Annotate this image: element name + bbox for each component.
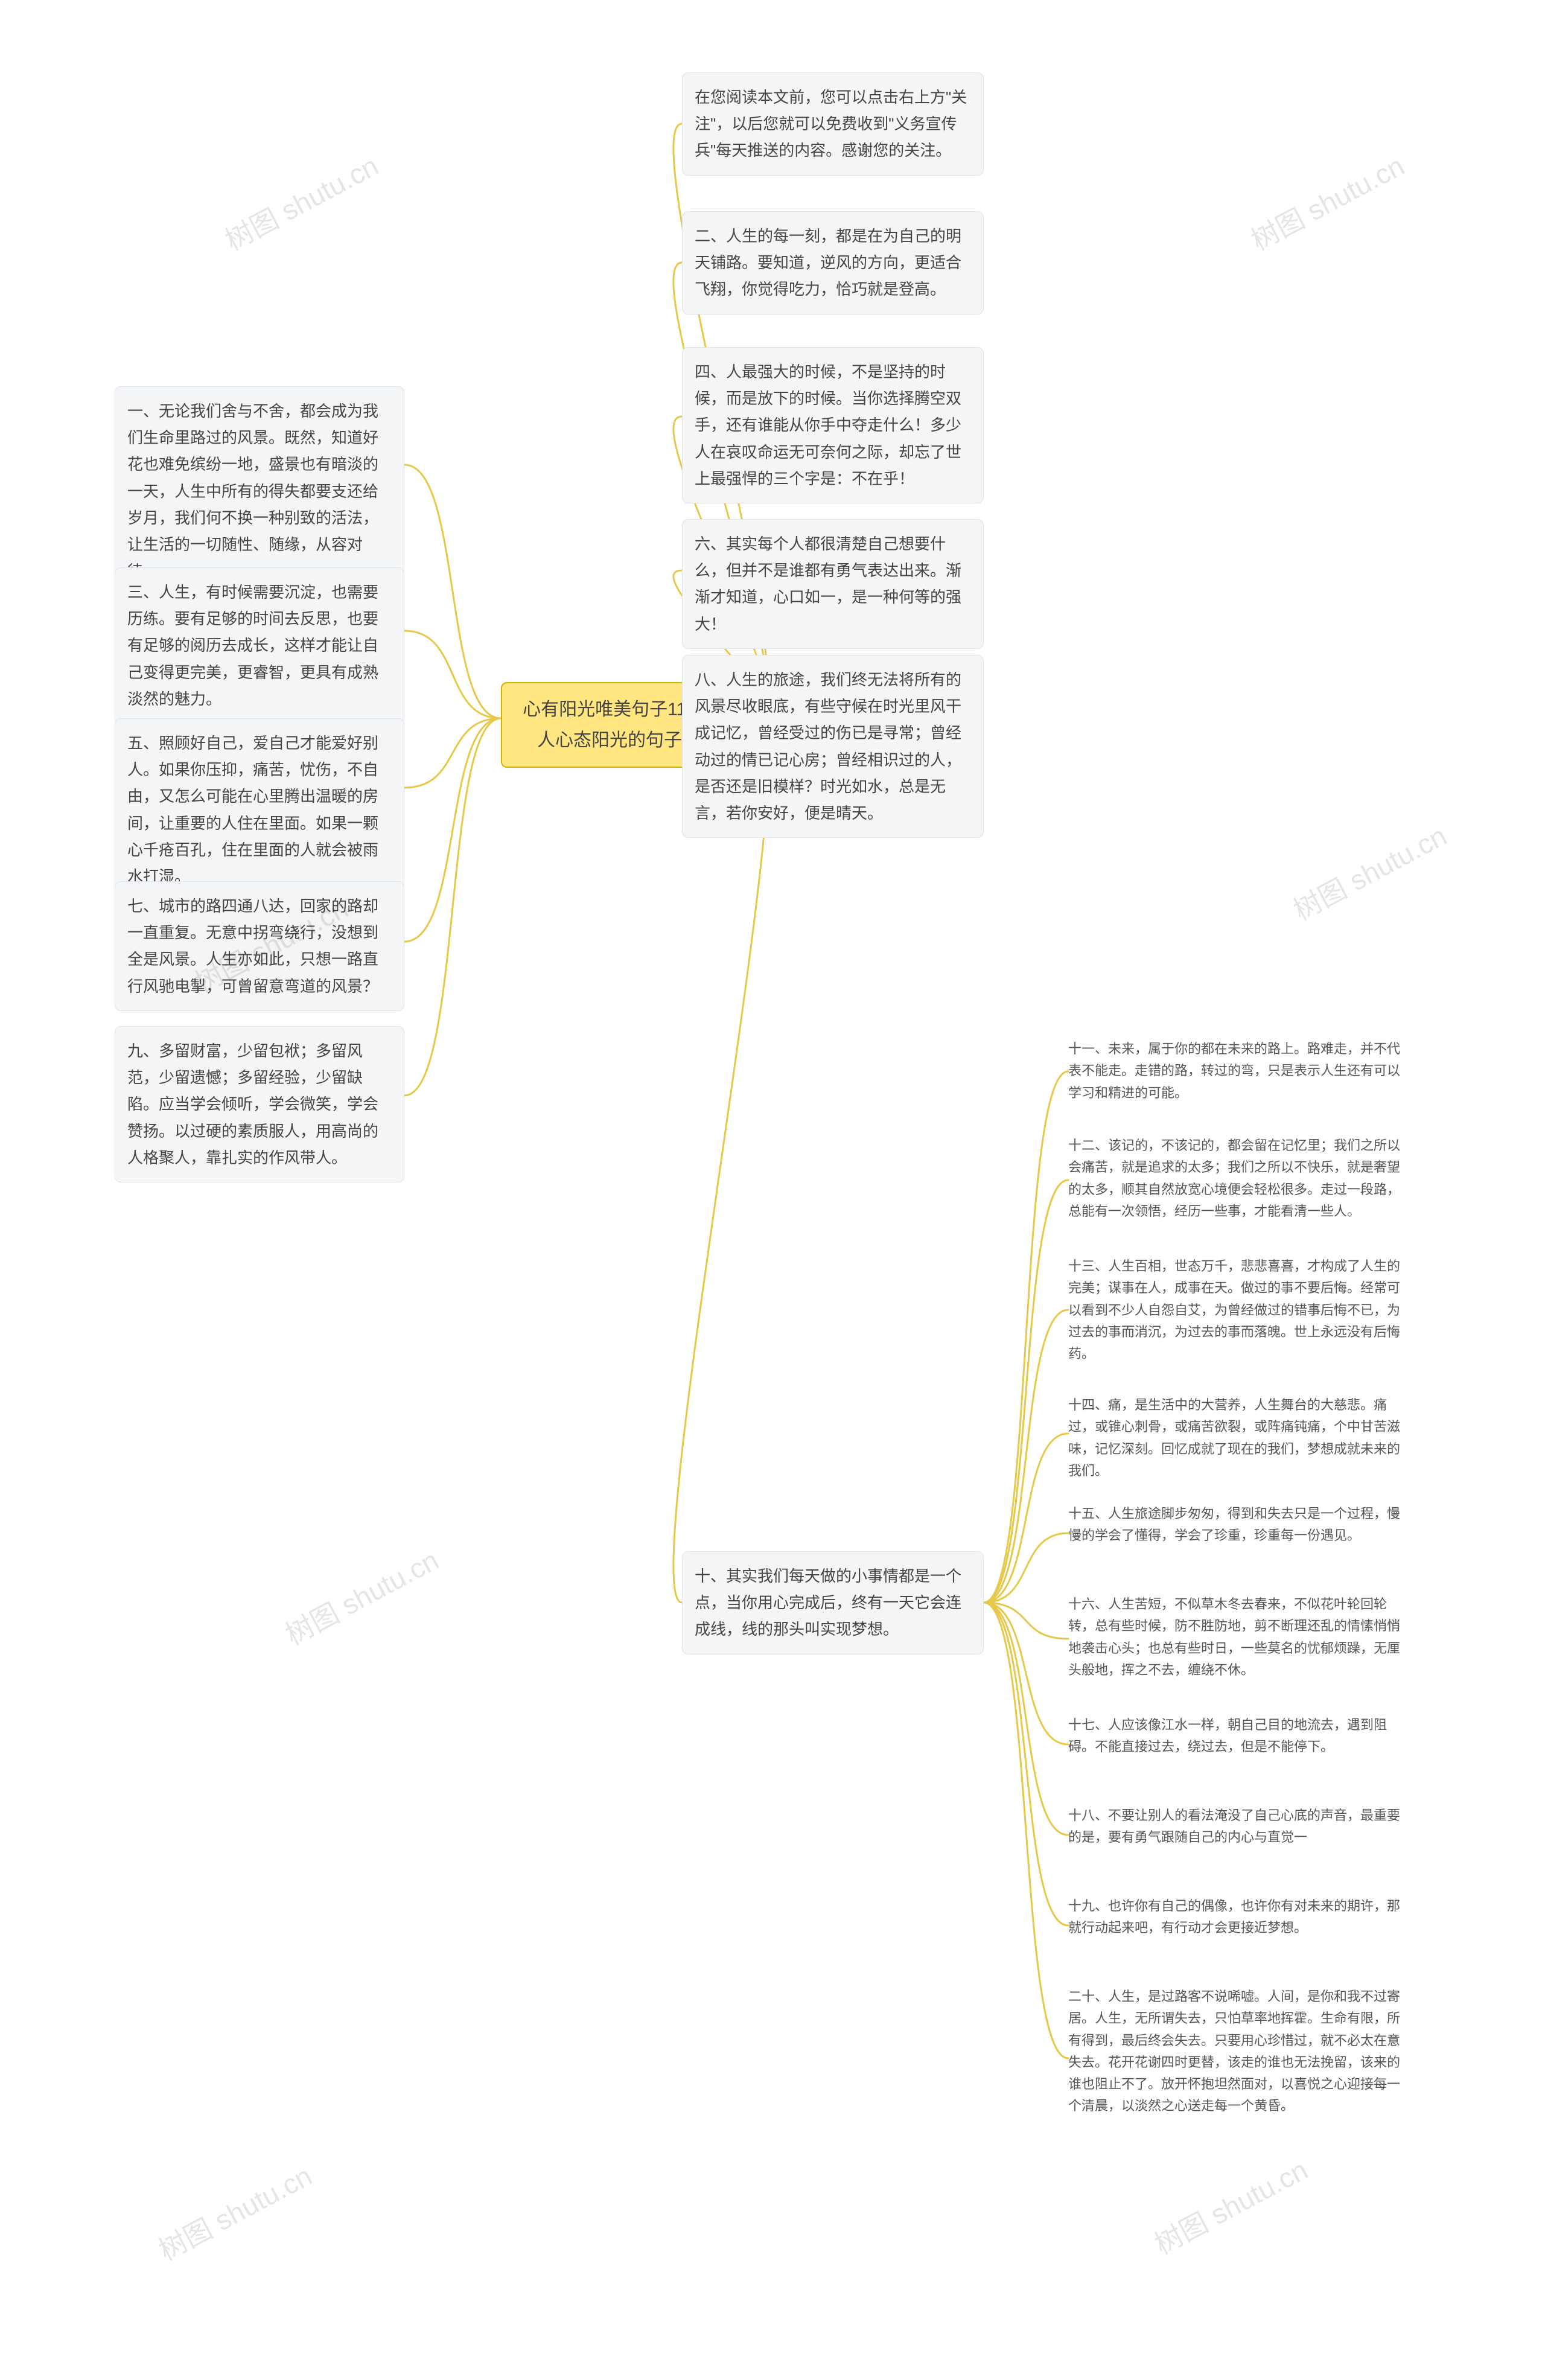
mindmap-canvas: 心有阳光唯美句子11字_(女人心态阳光的句子图片)一、无论我们舍与不舍，都会成为… [0, 0, 1545, 2380]
right-branch-4: 六、其实每个人都很清楚自己想要什么，但并不是谁都有勇气表达出来。渐渐才知道，心口… [682, 519, 984, 649]
leaf-17: 十七、人应该像江水一样，朝自己目的地流去，遇到阻碍。不能直接过去，绕过去，但是不… [1068, 1714, 1400, 1775]
right-branch-6: 十、其实我们每天做的小事情都是一个点，当你用心完成后，终有一天它会连成线，线的那… [682, 1551, 984, 1654]
leaf-19: 十九、也许你有自己的偶像，也许你有对未来的期许，那就行动起来吧，有行动才会更接近… [1068, 1895, 1400, 1956]
right-branch-2: 二、人生的每一刻，都是在为自己的明天铺路。要知道，逆风的方向，更适合飞翔，你觉得… [682, 211, 984, 314]
right-branch-1: 在您阅读本文前，您可以点击右上方"关注"，以后您就可以免费收到"义务宣传兵"每天… [682, 72, 984, 176]
left-branch-4: 七、城市的路四通八达，回家的路却一直重复。无意中拐弯绕行，没想到全是风景。人生亦… [115, 881, 404, 1011]
leaf-13: 十三、人生百相，世态万千，悲悲喜喜，才构成了人生的完美；谋事在人，成事在天。做过… [1068, 1255, 1400, 1365]
right-branch-3: 四、人最强大的时候，不是坚持的时候，而是放下的时候。当你选择腾空双手，还有谁能从… [682, 347, 984, 503]
watermark: 树图 shutu.cn [1243, 144, 1410, 258]
leaf-20: 二十、人生，是过路客不说唏嘘。人间，是你和我不过寄居。人生，无所谓失去，只怕草率… [1068, 1986, 1400, 2131]
watermark: 树图 shutu.cn [151, 2154, 318, 2268]
leaf-15: 十五、人生旅途脚步匆匆，得到和失去只是一个过程，慢慢的学会了懂得，学会了珍重，珍… [1068, 1503, 1400, 1563]
watermark: 树图 shutu.cn [1285, 814, 1453, 928]
leaf-12: 十二、该记的，不该记的，都会留在记忆里；我们之所以会痛苦，就是追求的太多；我们之… [1068, 1135, 1400, 1225]
left-branch-3: 五、照顾好自己，爱自己才能爱好别人。如果你压抑，痛苦，忧伤，不自由，又怎么可能在… [115, 718, 404, 901]
right-branch-5: 八、人生的旅途，我们终无法将所有的风景尽收眼底，有些守候在时光里风干成记忆，曾经… [682, 655, 984, 838]
left-branch-1: 一、无论我们舍与不舍，都会成为我们生命里路过的风景。既然，知道好花也难免缤纷一地… [115, 386, 404, 596]
leaf-16: 十六、人生苦短，不似草木冬去春来，不似花叶轮回轮转，总有些时候，防不胜防地，剪不… [1068, 1594, 1400, 1684]
watermark: 树图 shutu.cn [1147, 2148, 1314, 2262]
watermark: 树图 shutu.cn [278, 1539, 445, 1653]
leaf-18: 十八、不要让别人的看法淹没了自己心底的声音，最重要的是，要有勇气跟随自己的内心与… [1068, 1805, 1400, 1865]
leaf-14: 十四、痛，是生活中的大营养，人生舞台的大慈悲。痛过，或锥心刺骨，或痛苦欲裂，或阵… [1068, 1394, 1400, 1482]
watermark: 树图 shutu.cn [217, 144, 384, 258]
left-branch-5: 九、多留财富，少留包袱；多留风范，少留遗憾；多留经验，少留缺陷。应当学会倾听，学… [115, 1026, 404, 1182]
leaf-11: 十一、未来，属于你的都在未来的路上。路难走，并不代表不能走。走错的路，转过的弯，… [1068, 1038, 1400, 1105]
left-branch-2: 三、人生，有时候需要沉淀，也需要历练。要有足够的时间去反思，也要有足够的阅历去成… [115, 567, 404, 724]
